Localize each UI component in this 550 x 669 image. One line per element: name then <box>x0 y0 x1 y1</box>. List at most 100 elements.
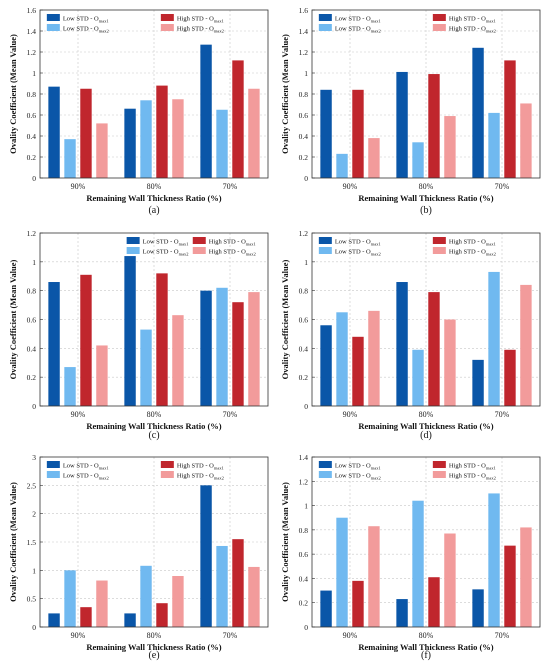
bar-3-2 <box>428 577 440 627</box>
x-tick-label: 70% <box>223 182 238 191</box>
bar-4-2 <box>172 576 184 627</box>
y-tick-label: 1 <box>32 69 36 78</box>
legend-label: High STD - Omax2 <box>449 473 496 481</box>
bar-4-2 <box>444 533 456 627</box>
legend-swatch <box>318 24 332 31</box>
legend-swatch <box>318 14 332 21</box>
legend-swatch <box>432 461 446 468</box>
x-tick-label: 90% <box>71 410 86 419</box>
x-tick-label: 80% <box>147 410 162 419</box>
y-tick-label: 1 <box>32 566 36 575</box>
bar-1-1 <box>48 86 60 178</box>
y-tick-label: 1.2 <box>27 229 37 238</box>
plot-frame <box>311 9 541 179</box>
legend-label: Low STD - Omax1 <box>335 16 381 24</box>
y-tick-label: 0.4 <box>27 344 37 353</box>
legend-label: Low STD - Omax2 <box>335 249 381 257</box>
y-tick-label: 1.6 <box>299 6 309 15</box>
y-tick-label: 0 <box>32 402 36 411</box>
y-tick-label: 1.2 <box>299 229 309 238</box>
legend-swatch <box>432 14 446 21</box>
legend-swatch <box>160 471 174 478</box>
legend-label: High STD - Omax1 <box>449 16 496 24</box>
legend-swatch <box>126 247 140 254</box>
legend-swatch <box>432 237 446 244</box>
legend-swatch <box>46 461 60 468</box>
bar-2-1 <box>336 312 348 406</box>
bar-1-2 <box>124 613 136 627</box>
bar-3-3 <box>504 545 516 627</box>
bar-4-3 <box>520 527 532 627</box>
x-axis-label: Remaining Wall Thickness Ratio (%) <box>86 421 221 431</box>
bar-4-2 <box>444 116 456 178</box>
y-tick-label: 1.4 <box>299 453 309 462</box>
legend-label: High STD - Omax1 <box>177 16 224 24</box>
bar-3-2 <box>156 603 168 627</box>
x-tick-label: 90% <box>343 631 358 640</box>
y-tick-label: 1 <box>304 502 308 511</box>
legend-label: High STD - Omax1 <box>449 463 496 471</box>
legend-label: High STD - Omax1 <box>209 239 256 247</box>
legend-label: Low STD - Omax1 <box>335 239 381 247</box>
legend-label: Low STD - Omax2 <box>335 473 381 481</box>
x-axis-label: Remaining Wall Thickness Ratio (%) <box>358 421 493 431</box>
y-axis-label: Ovality Coefficient (Mean Value) <box>8 482 18 602</box>
chart-panel-4: 0 0.2 0.4 0.6 0.8 1 1.2 90% 80% 70% Low STD - Omax… <box>280 229 541 441</box>
bar-4-1 <box>96 123 108 178</box>
legend-label: High STD - Omax2 <box>449 26 496 34</box>
y-tick-label: 0 <box>304 623 308 632</box>
y-tick-label: 0 <box>304 174 308 183</box>
x-tick-label: 90% <box>71 631 86 640</box>
y-tick-label: 0.8 <box>27 287 37 296</box>
bar-1-2 <box>396 599 408 627</box>
bar-3-1 <box>352 336 364 406</box>
legend-label: High STD - Omax2 <box>177 26 224 34</box>
x-tick-label: 90% <box>71 182 86 191</box>
y-tick-label: 0.2 <box>27 373 37 382</box>
legend-label: Low STD - Omax1 <box>143 239 189 247</box>
legend-swatch <box>160 24 174 31</box>
x-tick-label: 90% <box>343 410 358 419</box>
bar-4-1 <box>96 345 108 406</box>
chart-panel-2: 0 0.2 0.4 0.6 0.8 1 1.2 1.4 1.6 90% 80% 70% Low STD … <box>280 6 541 216</box>
bar-2-3 <box>488 271 500 406</box>
y-tick-label: 1.4 <box>27 27 37 36</box>
x-axis-label: Remaining Wall Thickness Ratio (%) <box>86 642 221 652</box>
bar-2-2 <box>140 565 152 627</box>
legend-swatch <box>318 237 332 244</box>
legend-label: High STD - Omax2 <box>209 249 256 257</box>
bar-4-2 <box>172 99 184 178</box>
bar-2-1 <box>64 367 76 406</box>
x-axis-label: Remaining Wall Thickness Ratio (%) <box>358 642 493 652</box>
bar-2-2 <box>412 500 424 627</box>
y-tick-label: 0 <box>32 174 36 183</box>
chart-panel-5: 0 0.5 1 1.5 2 2.5 3 90% 80% 70% Low STD - Omax1 Hig… <box>8 453 269 661</box>
legend-label: High STD - Omax2 <box>177 473 224 481</box>
y-axis-label: Ovality Coefficient (Mean Value) <box>8 34 18 154</box>
plot-frame <box>39 456 269 628</box>
y-tick-label: 0.8 <box>27 90 37 99</box>
bar-1-3 <box>200 44 212 179</box>
bar-3-1 <box>352 89 364 178</box>
legend-label: High STD - Omax2 <box>449 249 496 257</box>
bar-2-3 <box>216 287 228 406</box>
bar-3-3 <box>504 349 516 406</box>
y-tick-label: 1.2 <box>299 48 309 57</box>
legend-label: High STD - Omax1 <box>177 463 224 471</box>
y-tick-label: 1.5 <box>27 538 37 547</box>
y-tick-label: 1.2 <box>27 48 37 57</box>
legend-label: Low STD - Omax2 <box>335 26 381 34</box>
bar-2-2 <box>140 100 152 178</box>
x-tick-label: 80% <box>419 410 434 419</box>
bar-1-1 <box>48 282 60 406</box>
legend-swatch <box>318 471 332 478</box>
legend-label: High STD - Omax1 <box>449 239 496 247</box>
bar-3-3 <box>232 60 244 178</box>
x-axis-label: Remaining Wall Thickness Ratio (%) <box>86 193 221 203</box>
y-tick-label: 0.4 <box>299 574 309 583</box>
y-tick-label: 1 <box>304 258 308 267</box>
y-tick-label: 1.4 <box>299 27 309 36</box>
y-tick-label: 1 <box>304 69 308 78</box>
bar-1-3 <box>472 47 484 178</box>
y-tick-label: 0.8 <box>299 90 309 99</box>
